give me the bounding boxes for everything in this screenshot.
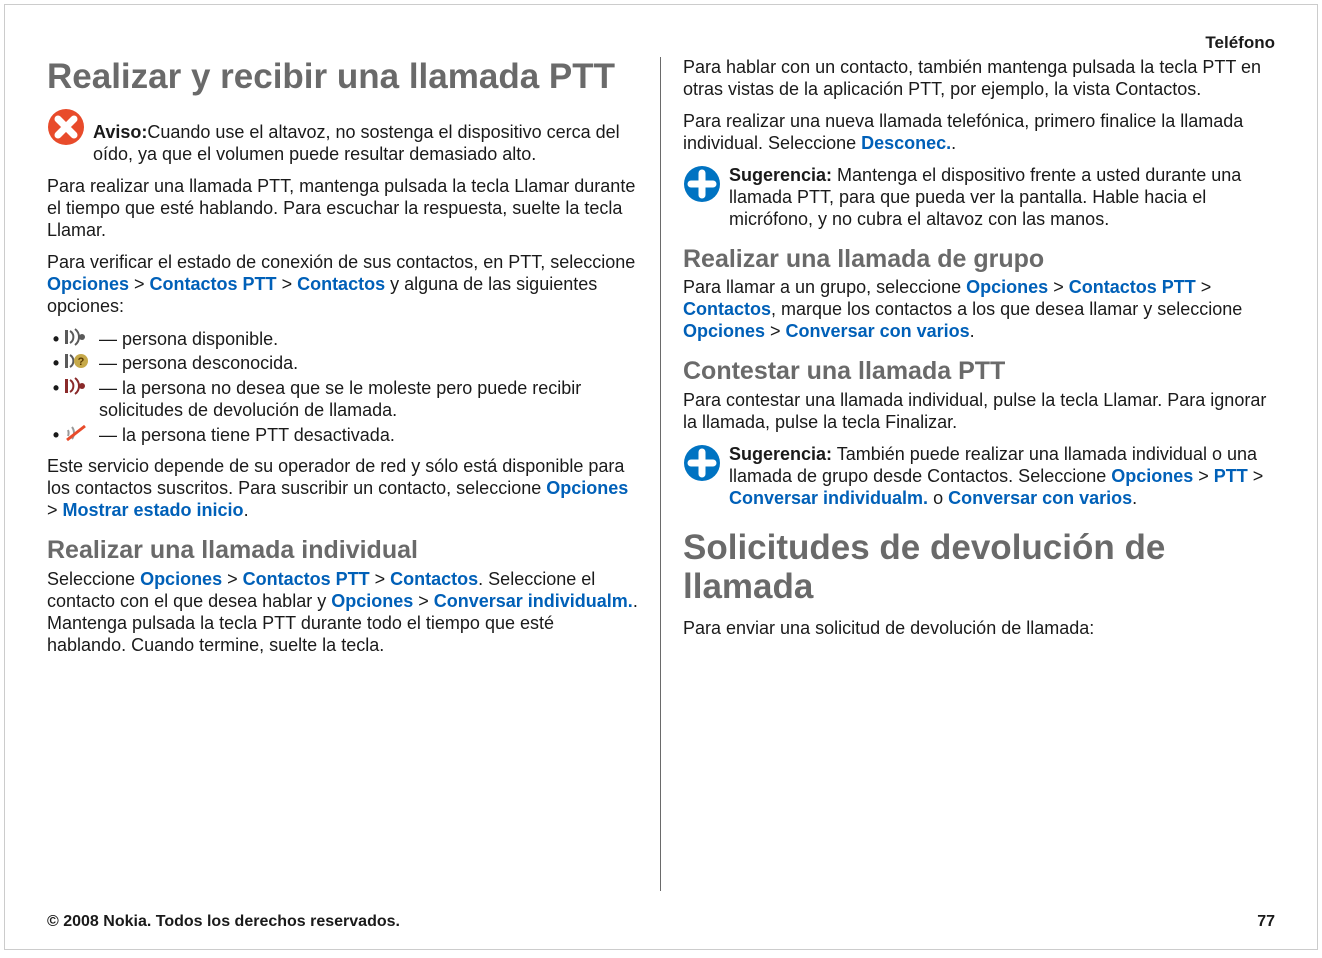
link-mostrar-estado[interactable]: Mostrar estado inicio — [63, 500, 244, 520]
tip-1-label: Sugerencia: — [729, 165, 832, 185]
link-contactos[interactable]: Contactos — [390, 569, 478, 589]
status-available-text: — persona disponible. — [99, 328, 638, 351]
breadcrumb-sep: > — [413, 591, 434, 611]
status-dnd-text: — la persona no desea que se le moleste … — [99, 377, 638, 422]
status-unknown-icon: ? — [65, 352, 99, 370]
warning-label: Aviso: — [93, 122, 147, 142]
link-conversar-varios[interactable]: Conversar con varios — [948, 488, 1132, 508]
link-contactos[interactable]: Contactos — [683, 299, 771, 319]
text-subscribe-a: Este servicio depende de su operador de … — [47, 456, 624, 498]
link-ptt[interactable]: PTT — [1214, 466, 1248, 486]
tip-2-label: Sugerencia: — [729, 444, 832, 464]
breadcrumb-sep: > — [370, 569, 391, 589]
breadcrumb-sep: > — [222, 569, 243, 589]
breadcrumb-sep: > — [1248, 466, 1264, 486]
right-column: Para hablar con un contacto, también man… — [661, 57, 1275, 891]
link-conversar-individualm[interactable]: Conversar individualm. — [729, 488, 928, 508]
link-conversar-individualm[interactable]: Conversar individualm. — [434, 591, 633, 611]
link-opciones[interactable]: Opciones — [140, 569, 222, 589]
breadcrumb-sep: > — [1193, 466, 1214, 486]
paragraph-long-press: Para hablar con un contacto, también man… — [683, 57, 1275, 101]
content-columns: Realizar y recibir una llamada PTT Aviso… — [47, 57, 1275, 891]
tip-icon — [683, 165, 721, 203]
list-item: • — la persona tiene PTT desactivada. — [47, 424, 638, 447]
bullet-icon: • — [47, 352, 65, 375]
link-opciones[interactable]: Opciones — [1111, 466, 1193, 486]
status-dnd-icon — [65, 377, 99, 395]
breadcrumb-sep: > — [47, 500, 63, 520]
paragraph-new-call: Para realizar una nueva llamada telefóni… — [683, 111, 1275, 155]
warning-text: Aviso:Cuando use el altavoz, no sostenga… — [93, 122, 638, 166]
status-available-icon — [65, 328, 99, 346]
link-opciones[interactable]: Opciones — [47, 274, 129, 294]
bullet-icon: • — [47, 424, 65, 447]
status-list: • — persona disponible. • ? — persona de… — [47, 328, 638, 447]
paragraph-subscribe: Este servicio depende de su operador de … — [47, 456, 638, 522]
paragraph-individual-call: Seleccione Opciones > Contactos PTT > Co… — [47, 569, 638, 657]
paragraph-answer: Para contestar una llamada individual, p… — [683, 390, 1275, 434]
tip-block-2: Sugerencia: También puede realizar una l… — [683, 444, 1275, 510]
breadcrumb-sep-1: > — [129, 274, 150, 294]
tip-icon — [683, 444, 721, 482]
heading-callback-requests: Solicitudes de devolución de llamada — [683, 528, 1275, 606]
breadcrumb-sep-2: > — [277, 274, 298, 294]
link-contactos-ptt[interactable]: Contactos PTT — [150, 274, 277, 294]
text-o: o — [928, 488, 948, 508]
link-contactos[interactable]: Contactos — [297, 274, 385, 294]
link-contactos-ptt[interactable]: Contactos PTT — [243, 569, 370, 589]
text-newcall-a: Para realizar una nueva llamada telefóni… — [683, 111, 1243, 153]
page-number: 77 — [1257, 913, 1275, 931]
warning-body: Cuando use el altavoz, no sostenga el di… — [93, 122, 620, 164]
link-opciones[interactable]: Opciones — [331, 591, 413, 611]
link-opciones[interactable]: Opciones — [966, 277, 1048, 297]
tip-2-text: Sugerencia: También puede realizar una l… — [729, 444, 1275, 510]
page: Teléfono Realizar y recibir una llamada … — [4, 4, 1318, 950]
link-desconec[interactable]: Desconec. — [861, 133, 951, 153]
paragraph-callback: Para enviar una solicitud de devolución … — [683, 618, 1275, 640]
tip-block-1: Sugerencia: Mantenga el dispositivo fren… — [683, 165, 1275, 231]
copyright-text: © 2008 Nokia. Todos los derechos reserva… — [47, 913, 400, 931]
list-item: • — la persona no desea que se le molest… — [47, 377, 638, 422]
breadcrumb-sep: > — [1196, 277, 1212, 297]
heading-group-call: Realizar una llamada de grupo — [683, 245, 1275, 274]
breadcrumb-sep: > — [1048, 277, 1069, 297]
left-column: Realizar y recibir una llamada PTT Aviso… — [47, 57, 661, 891]
warning-block: Aviso:Cuando use el altavoz, no sostenga… — [47, 108, 638, 166]
link-opciones[interactable]: Opciones — [683, 321, 765, 341]
heading-answer-ptt: Contestar una llamada PTT — [683, 357, 1275, 386]
paragraph-verify-status: Para verificar el estado de conexión de … — [47, 252, 638, 318]
bullet-icon: • — [47, 328, 65, 351]
status-off-icon — [65, 424, 99, 442]
text-group-a: Para llamar a un grupo, seleccione — [683, 277, 966, 297]
status-unknown-text: — persona desconocida. — [99, 352, 638, 375]
link-conversar-varios[interactable]: Conversar con varios — [786, 321, 970, 341]
text-ind-a: Seleccione — [47, 569, 140, 589]
warning-icon — [47, 108, 85, 146]
text-verify-a: Para verificar el estado de conexión de … — [47, 252, 635, 272]
heading-main-left: Realizar y recibir una llamada PTT — [47, 57, 638, 96]
paragraph-ptt-call: Para realizar una llamada PTT, mantenga … — [47, 176, 638, 242]
status-off-text: — la persona tiene PTT desactivada. — [99, 424, 638, 447]
paragraph-group-call: Para llamar a un grupo, seleccione Opcio… — [683, 277, 1275, 343]
link-contactos-ptt[interactable]: Contactos PTT — [1069, 277, 1196, 297]
list-item: • — persona disponible. — [47, 328, 638, 351]
tip-1-text: Sugerencia: Mantenga el dispositivo fren… — [729, 165, 1275, 231]
list-item: • ? — persona desconocida. — [47, 352, 638, 375]
svg-text:?: ? — [78, 356, 85, 368]
page-footer: © 2008 Nokia. Todos los derechos reserva… — [47, 891, 1275, 931]
text-group-b: , marque los contactos a los que desea l… — [771, 299, 1242, 319]
breadcrumb-sep: > — [765, 321, 786, 341]
section-header: Teléfono — [47, 33, 1275, 53]
bullet-icon: • — [47, 377, 65, 400]
heading-individual-call: Realizar una llamada individual — [47, 536, 638, 565]
link-opciones[interactable]: Opciones — [546, 478, 628, 498]
